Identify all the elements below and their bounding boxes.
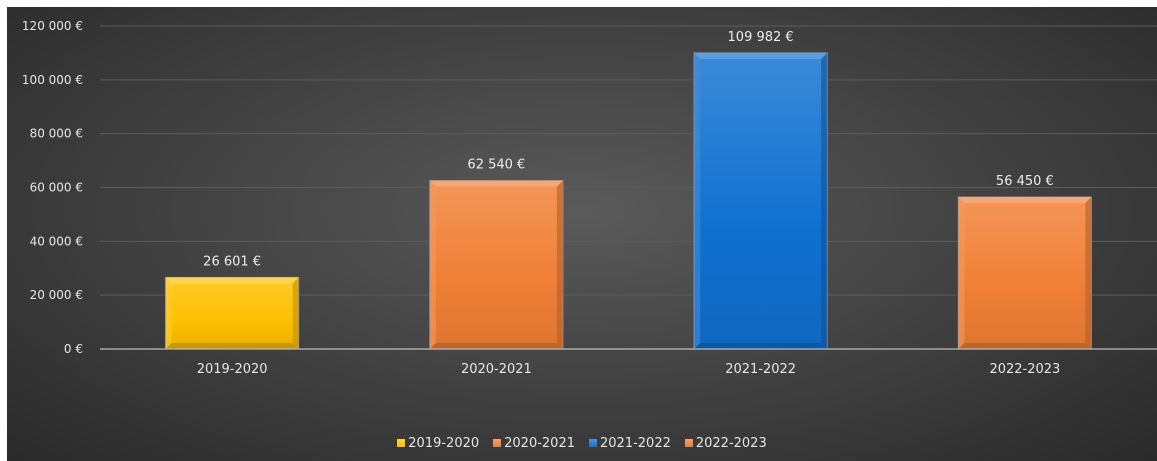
bar bbox=[165, 276, 300, 350]
y-tick-label: 0 € bbox=[64, 342, 83, 356]
legend-label: 2019-2020 bbox=[408, 436, 480, 451]
data-label: 26 601 € bbox=[203, 254, 261, 269]
x-axis-labels: 2019-2020 2020-2021 2021-2022 2022-2023 bbox=[197, 362, 1061, 377]
x-tick-label: 2020-2021 bbox=[461, 362, 532, 377]
bar-bevel-left bbox=[429, 180, 436, 349]
x-tick-label: 2022-2023 bbox=[989, 362, 1060, 377]
legend-item: 2019-2020 bbox=[397, 436, 479, 451]
bar-bevel-top bbox=[429, 180, 563, 187]
bars bbox=[165, 52, 1092, 350]
bar-chart: 0 € 20 000 € 40 000 € 60 000 € 80 000 € 100 0… bbox=[22, 19, 1157, 377]
legend-label: 2022-2023 bbox=[695, 436, 767, 451]
legend: 2019-2020 2020-2021 2021-2022 2022-2023 bbox=[7, 436, 1157, 451]
legend-item: 2020-2021 bbox=[493, 436, 575, 451]
bar-2019-2020 bbox=[165, 276, 300, 350]
x-tick-label: 2019-2020 bbox=[197, 362, 268, 377]
y-tick-label: 20 000 € bbox=[30, 288, 83, 302]
bar-bevel-top bbox=[165, 277, 299, 284]
legend-item: 2021-2022 bbox=[589, 436, 671, 451]
y-tick-label: 80 000 € bbox=[30, 127, 83, 141]
bar-bevel-left bbox=[958, 197, 965, 349]
bar-bevel-left bbox=[694, 52, 701, 349]
legend-label: 2020-2021 bbox=[504, 436, 575, 451]
bar-bevel-top bbox=[694, 52, 828, 59]
bar-bevel-right bbox=[821, 52, 828, 349]
legend-swatch bbox=[684, 439, 693, 447]
bar-2020-2021 bbox=[429, 180, 564, 350]
y-axis-ticks: 0 € 20 000 € 40 000 € 60 000 € 80 000 € 100 0… bbox=[22, 19, 83, 356]
chart-area: 0 € 20 000 € 40 000 € 60 000 € 80 000 € 100 0… bbox=[7, 7, 1157, 461]
bar-bevel-bottom bbox=[165, 343, 299, 349]
bar-bevel-right bbox=[292, 277, 299, 349]
bar-bevel-right bbox=[556, 180, 563, 349]
y-tick-label: 60 000 € bbox=[30, 181, 83, 195]
bar-bevel-bottom bbox=[958, 343, 1092, 349]
y-tick-label: 40 000 € bbox=[30, 234, 83, 248]
legend-label: 2021-2022 bbox=[600, 436, 671, 451]
bar bbox=[429, 180, 564, 350]
y-tick-label: 120 000 € bbox=[22, 19, 83, 33]
bar-bevel-right bbox=[1085, 197, 1092, 349]
bar bbox=[957, 196, 1092, 350]
data-label: 62 540 € bbox=[467, 158, 525, 173]
y-tick-label: 100 000 € bbox=[22, 73, 83, 87]
data-labels: 26 601 € 62 540 € 109 982 € 56 450 € bbox=[203, 30, 1054, 269]
bar-bevel-top bbox=[958, 197, 1092, 204]
legend-item: 2022-2023 bbox=[684, 436, 767, 451]
data-label: 109 982 € bbox=[728, 30, 794, 45]
data-label: 56 450 € bbox=[996, 174, 1054, 189]
bar-bevel-left bbox=[165, 277, 172, 349]
bar-bevel-bottom bbox=[694, 343, 828, 349]
bar-2021-2022 bbox=[693, 52, 828, 350]
legend-swatch bbox=[493, 439, 502, 447]
legend-swatch bbox=[397, 439, 406, 447]
bar-2022-2023 bbox=[957, 196, 1092, 350]
legend-swatch bbox=[589, 439, 597, 447]
x-tick-label: 2021-2022 bbox=[725, 362, 796, 377]
bar-bevel-bottom bbox=[429, 343, 563, 349]
bar bbox=[693, 52, 828, 350]
